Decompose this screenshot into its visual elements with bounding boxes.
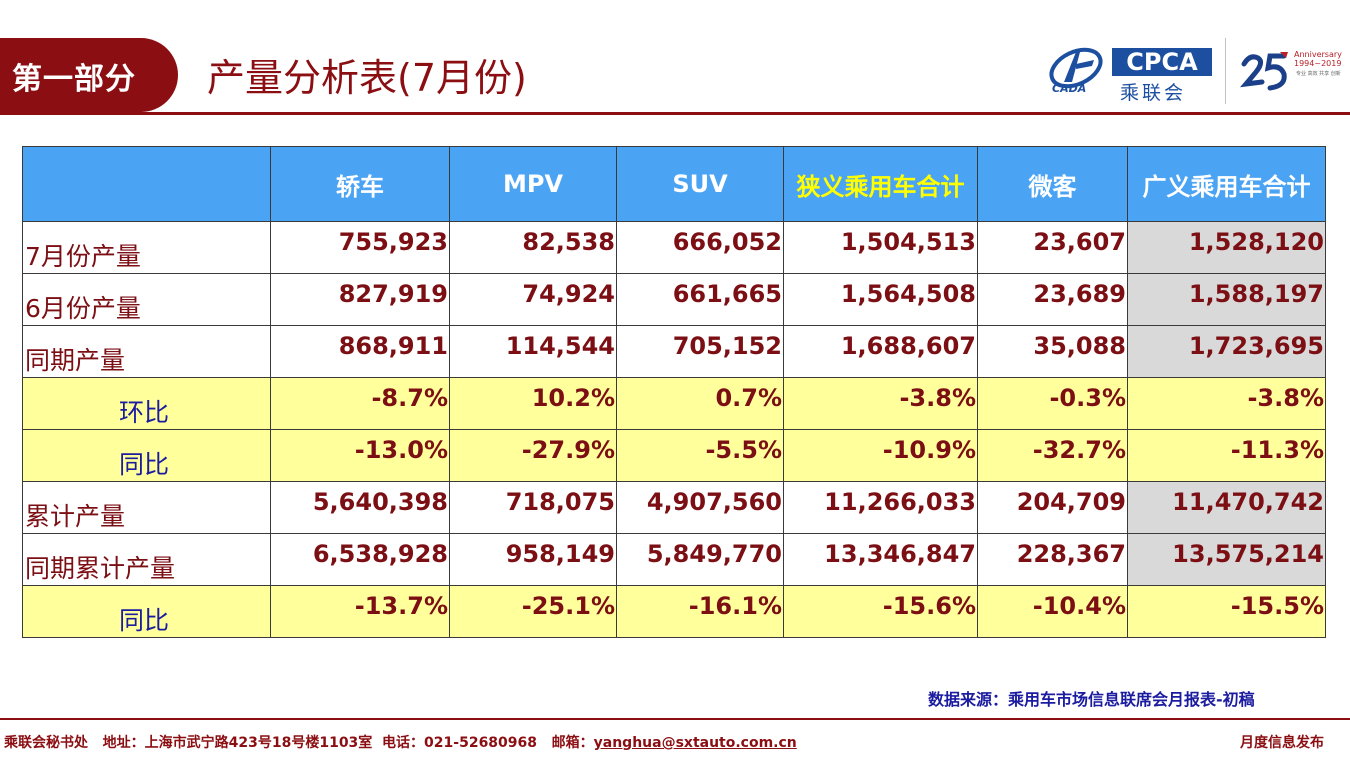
table-cell: -3.8%: [1127, 377, 1326, 430]
table-cell: 114,544: [449, 325, 617, 378]
table-cell: -5.5%: [616, 429, 784, 482]
table-cell: -15.6%: [783, 585, 978, 638]
cpca-logo: CPCA: [1112, 48, 1212, 76]
data-source-note: 数据来源：乘用车市场信息联席会月报表-初稿: [928, 690, 1255, 709]
table-cell: 1,564,508: [783, 273, 978, 326]
table-cell: 827,919: [270, 273, 450, 326]
section-tab: 第一部分: [0, 38, 178, 112]
cada-text: CADA: [1052, 82, 1087, 95]
table-cell: 1,528,120: [1127, 221, 1326, 274]
table-row-cumulative-yoy: 同比 -13.7% -25.1% -16.1% -15.6% -10.4% -1…: [22, 585, 1326, 638]
footer-contact: 乘联会秘书处 地址：上海市武宁路423号18号楼1103室 电话：021-526…: [4, 732, 797, 752]
table-cell: 1,688,607: [783, 325, 978, 378]
anniversary-text: Anniversary 1994~2019: [1294, 50, 1342, 68]
footer-email-link[interactable]: yanghua@sxtauto.com.cn: [593, 735, 797, 751]
column-header-empty: [22, 146, 271, 222]
table-cell: 23,607: [977, 221, 1128, 274]
table-cell: 35,088: [977, 325, 1128, 378]
table-cell: 10.2%: [449, 377, 617, 430]
table-cell: 74,924: [449, 273, 617, 326]
row-label: 累计产量: [22, 481, 271, 534]
table-cell: 661,665: [616, 273, 784, 326]
table-cell: 11,266,033: [783, 481, 978, 534]
table-cell: 705,152: [616, 325, 784, 378]
table-cell: -27.9%: [449, 429, 617, 482]
table-cell: 0.7%: [616, 377, 784, 430]
row-label: 6月份产量: [22, 273, 271, 326]
anniversary-line2: 1994~2019: [1294, 59, 1342, 68]
header-divider: [0, 112, 1350, 115]
section-label: 第一部分: [12, 62, 136, 97]
column-header-broad-total: 广义乘用车合计: [1127, 146, 1326, 222]
column-header-suv: SUV: [616, 146, 784, 222]
table-cell: -11.3%: [1127, 429, 1326, 482]
footer-org: 乘联会秘书处: [4, 735, 88, 751]
table-cell: -10.9%: [783, 429, 978, 482]
table-cell: 11,470,742: [1127, 481, 1326, 534]
anniversary-25-icon: [1240, 52, 1288, 91]
footer-publication: 月度信息发布: [1240, 735, 1324, 751]
table-cell: 1,723,695: [1127, 325, 1326, 378]
table-cell: -0.3%: [977, 377, 1128, 430]
table-row-july-output: 7月份产量 755,923 82,538 666,052 1,504,513 2…: [22, 221, 1326, 274]
table-row-june-output: 6月份产量 827,919 74,924 661,665 1,564,508 2…: [22, 273, 1326, 326]
table-header-row: 轿车 MPV SUV 狭义乘用车合计 微客 广义乘用车合计: [22, 146, 1326, 222]
table-cell: -10.4%: [977, 585, 1128, 638]
table-cell: 204,709: [977, 481, 1128, 534]
table-cell: 13,346,847: [783, 533, 978, 586]
table-cell: -13.0%: [270, 429, 450, 482]
table-cell: 5,849,770: [616, 533, 784, 586]
table-cell: 82,538: [449, 221, 617, 274]
cpca-cn-text: 乘联会: [1120, 82, 1187, 104]
table-row-mom: 环比 -8.7% 10.2% 0.7% -3.8% -0.3% -3.8%: [22, 377, 1326, 430]
table-cell: -13.7%: [270, 585, 450, 638]
table-cell: 6,538,928: [270, 533, 450, 586]
table-cell: 13,575,214: [1127, 533, 1326, 586]
logo-divider: [1225, 38, 1226, 104]
table-cell: -25.1%: [449, 585, 617, 638]
table-cell: 868,911: [270, 325, 450, 378]
slide-header: 第一部分 产量分析表(7月份) CADA CPCA 乘联会 Anniversar…: [0, 0, 1350, 115]
column-header-sedan: 轿车: [270, 146, 450, 222]
footer-email-label: 邮箱：: [551, 735, 594, 751]
column-header-narrow-total: 狭义乘用车合计: [783, 146, 978, 222]
table-cell: 1,588,197: [1127, 273, 1326, 326]
table-cell: 666,052: [616, 221, 784, 274]
table-row-cumulative-output: 累计产量 5,640,398 718,075 4,907,560 11,266,…: [22, 481, 1326, 534]
table-cell: 5,640,398: [270, 481, 450, 534]
cada-logo-icon: [1049, 47, 1103, 89]
footer-address: 地址：上海市武宁路423号18号楼1103室: [102, 735, 373, 751]
row-label: 同期产量: [22, 325, 271, 378]
table-cell: 718,075: [449, 481, 617, 534]
table-cell: -16.1%: [616, 585, 784, 638]
table-row-same-period-cumulative: 同期累计产量 6,538,928 958,149 5,849,770 13,34…: [22, 533, 1326, 586]
production-analysis-table: 轿车 MPV SUV 狭义乘用车合计 微客 广义乘用车合计 7月份产量 755,…: [22, 146, 1326, 638]
footer-divider: [0, 718, 1350, 720]
table-row-yoy: 同比 -13.0% -27.9% -5.5% -10.9% -32.7% -11…: [22, 429, 1326, 482]
table-cell: 228,367: [977, 533, 1128, 586]
table-cell: 23,689: [977, 273, 1128, 326]
table-cell: 1,504,513: [783, 221, 978, 274]
table-cell: -15.5%: [1127, 585, 1326, 638]
anniversary-sub: 专业 高效 共享 创新: [1296, 71, 1341, 77]
table-cell: 958,149: [449, 533, 617, 586]
table-cell: -8.7%: [270, 377, 450, 430]
table-row-same-period-output: 同期产量 868,911 114,544 705,152 1,688,607 3…: [22, 325, 1326, 378]
table-cell: -32.7%: [977, 429, 1128, 482]
table-cell: -3.8%: [783, 377, 978, 430]
row-label: 同比: [22, 429, 271, 482]
table-cell: 4,907,560: [616, 481, 784, 534]
anniversary-line1: Anniversary: [1294, 50, 1342, 59]
row-label: 同期累计产量: [22, 533, 271, 586]
logo-area: CADA CPCA 乘联会 Anniversary 1994~2019 专业 高…: [1040, 36, 1350, 108]
row-label: 7月份产量: [22, 221, 271, 274]
footer-phone: 电话：021-52680968: [382, 735, 538, 751]
row-label: 同比: [22, 585, 271, 638]
table-cell: 755,923: [270, 221, 450, 274]
column-header-minivan: 微客: [977, 146, 1128, 222]
page-title: 产量分析表(7月份): [207, 56, 527, 100]
row-label: 环比: [22, 377, 271, 430]
column-header-mpv: MPV: [449, 146, 617, 222]
